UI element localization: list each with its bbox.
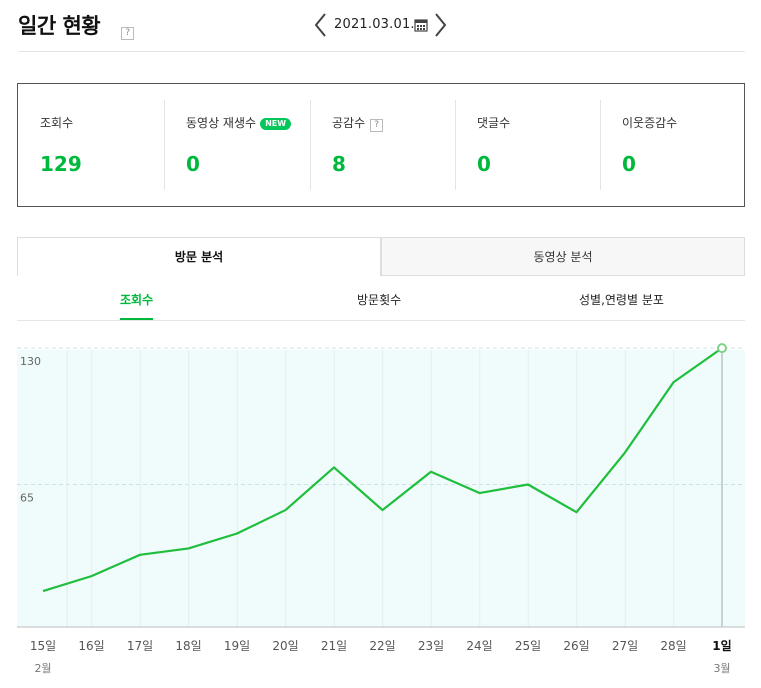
x-tick-label: 20일 xyxy=(272,639,298,653)
stat-divider xyxy=(600,100,601,190)
subtab-views[interactable]: 조회수 xyxy=(120,291,154,320)
stat-neighbors-value: 0 xyxy=(622,152,636,176)
subtab-visits[interactable]: 방문횟수 xyxy=(357,293,402,307)
help-icon[interactable]: ? xyxy=(370,119,384,132)
stat-divider xyxy=(164,100,165,190)
metric-subtabs: 조회수 방문횟수 성별,연령별 분포 xyxy=(17,285,745,321)
x-tick-label: 1일 xyxy=(712,639,731,653)
stat-video-plays-value: 0 xyxy=(186,152,200,176)
stat-likes-label-text: 공감수 xyxy=(332,116,366,130)
y-tick-label: 130 xyxy=(20,355,41,368)
stat-video-plays-label: 동영상 재생수 NEW xyxy=(186,114,292,131)
views-chart-svg: 130 65 15일 16일 17일 18일 19일 20일 21일 22일 23일 24일 25일 26… xyxy=(17,343,745,675)
x-tick-label: 23일 xyxy=(418,639,444,653)
month-label: 2월 xyxy=(34,662,51,675)
next-date-button[interactable] xyxy=(433,12,449,38)
plot-area xyxy=(17,350,745,627)
page-title: 일간 현황 ? xyxy=(18,10,134,40)
stat-video-plays-label-text: 동영상 재생수 xyxy=(186,116,257,130)
highlight-point xyxy=(717,343,727,354)
x-tick-label: 22일 xyxy=(369,639,395,653)
stat-comments-label: 댓글수 xyxy=(477,116,511,130)
y-tick-label: 65 xyxy=(20,492,34,505)
new-badge: NEW xyxy=(260,118,292,130)
current-date: 2021.03.01. xyxy=(334,17,415,32)
x-tick-label: 26일 xyxy=(563,639,589,653)
stat-comments: 댓글수 0 xyxy=(455,84,600,206)
views-chart: 130 65 15일 16일 17일 18일 19일 20일 21일 22일 23일 24일 25일 26… xyxy=(0,330,761,688)
x-tick-label: 28일 xyxy=(660,639,686,653)
stat-video-plays: 동영상 재생수 NEW 0 xyxy=(164,84,309,206)
x-tick-label: 15일 xyxy=(30,639,56,653)
header: 일간 현황 ? 2021.03.01. xyxy=(0,0,761,52)
tab-visit-analysis[interactable]: 방문 분석 xyxy=(17,237,381,276)
x-tick-label: 25일 xyxy=(515,639,541,653)
x-tick-label: 21일 xyxy=(321,639,347,653)
stats-panel: 조회수 129 동영상 재생수 NEW 0 공감수? 8 댓글수 0 이웃증감수 … xyxy=(17,83,745,207)
subtab-demographics[interactable]: 성별,연령별 분포 xyxy=(579,293,664,307)
stat-comments-value: 0 xyxy=(477,152,491,176)
chevron-right-icon xyxy=(435,13,447,37)
stat-divider xyxy=(310,100,311,190)
tab-video-analysis[interactable]: 동영상 분석 xyxy=(381,237,745,276)
stat-neighbors-label: 이웃증감수 xyxy=(622,116,678,130)
chevron-left-icon xyxy=(314,13,326,37)
stat-likes-label: 공감수? xyxy=(332,114,384,132)
calendar-icon-graphic xyxy=(414,19,428,32)
x-tick-label: 19일 xyxy=(224,639,250,653)
calendar-icon[interactable] xyxy=(414,17,428,32)
stat-neighbors: 이웃증감수 0 xyxy=(600,84,745,206)
stat-views-value: 129 xyxy=(40,152,82,176)
prev-date-button[interactable] xyxy=(313,12,329,38)
analysis-tabs: 방문 분석 동영상 분석 xyxy=(17,237,745,276)
stat-likes: 공감수? 8 xyxy=(310,84,455,206)
stat-views: 조회수 129 xyxy=(18,84,163,206)
month-label: 3월 xyxy=(713,662,730,675)
x-tick-label: 18일 xyxy=(175,639,201,653)
stat-likes-value: 8 xyxy=(332,152,346,176)
stat-divider xyxy=(455,100,456,190)
x-tick-label: 24일 xyxy=(466,639,492,653)
page-title-text: 일간 현황 xyxy=(18,14,101,38)
header-divider xyxy=(18,51,745,52)
x-tick-label: 16일 xyxy=(78,639,104,653)
help-icon[interactable]: ? xyxy=(121,27,134,40)
x-tick-label: 27일 xyxy=(612,639,638,653)
x-tick-label: 17일 xyxy=(127,639,153,653)
stat-views-label: 조회수 xyxy=(40,116,74,130)
